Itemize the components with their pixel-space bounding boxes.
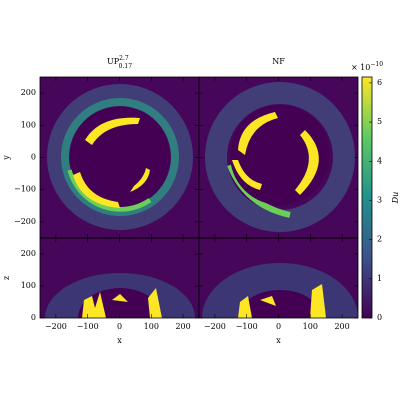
title-main: NF: [272, 57, 285, 66]
colorbar-label: Du: [391, 192, 400, 205]
y-axis-label: y: [2, 155, 11, 161]
image-bottom-left: [40, 238, 199, 318]
colorbar-tick-label: 6: [377, 78, 382, 87]
x-tick-label: −200: [45, 322, 67, 331]
colorbar: [361, 76, 373, 319]
y-tick-label: 200: [21, 88, 36, 97]
x-tick-label: 0: [276, 322, 281, 331]
image-top-left: [40, 77, 199, 238]
y-axis-label: z: [2, 276, 11, 280]
image-top-right: [199, 77, 358, 238]
x-tick-label: 100: [144, 322, 159, 331]
colorbar-tick-label: 5: [377, 117, 382, 126]
panel-title: NF: [272, 57, 285, 66]
y-tick-label: −100: [14, 185, 36, 194]
y-tick-label: 100: [21, 281, 36, 290]
title-main: UP: [107, 57, 120, 66]
x-tick-label: −100: [77, 322, 99, 331]
colorbar-tick-label: 1: [377, 274, 382, 283]
x-tick-label: 0: [117, 322, 122, 331]
multiplier-exponent: −10: [370, 61, 383, 68]
x-tick-label: −100: [236, 322, 258, 331]
x-tick-label: 200: [175, 322, 190, 331]
y-tick-label: 100: [21, 120, 36, 129]
colorbar-multiplier: × 10−10: [351, 61, 383, 73]
title-sup: 2.7: [119, 55, 129, 62]
image-bottom-right: [199, 238, 358, 318]
panel-title: UP2.7 0.17: [107, 55, 132, 70]
x-axis-label: x: [276, 336, 281, 345]
colorbar-tick-label: 2: [377, 235, 382, 244]
multiplier-base: × 10: [351, 63, 370, 72]
colorbar-tick-label: 0: [377, 313, 382, 322]
y-tick-label: 0: [31, 153, 36, 162]
y-tick-label: −200: [14, 217, 36, 226]
colorbar-tick-label: 4: [377, 156, 382, 165]
y-tick-label: 0: [31, 313, 36, 322]
colorbar-tick-label: 3: [377, 195, 382, 204]
x-tick-label: 100: [303, 322, 318, 331]
y-tick-label: 200: [21, 249, 36, 258]
x-axis-label: x: [117, 336, 122, 345]
title-sub: 0.17: [119, 63, 133, 70]
x-tick-label: 200: [334, 322, 349, 331]
x-tick-label: −200: [204, 322, 226, 331]
